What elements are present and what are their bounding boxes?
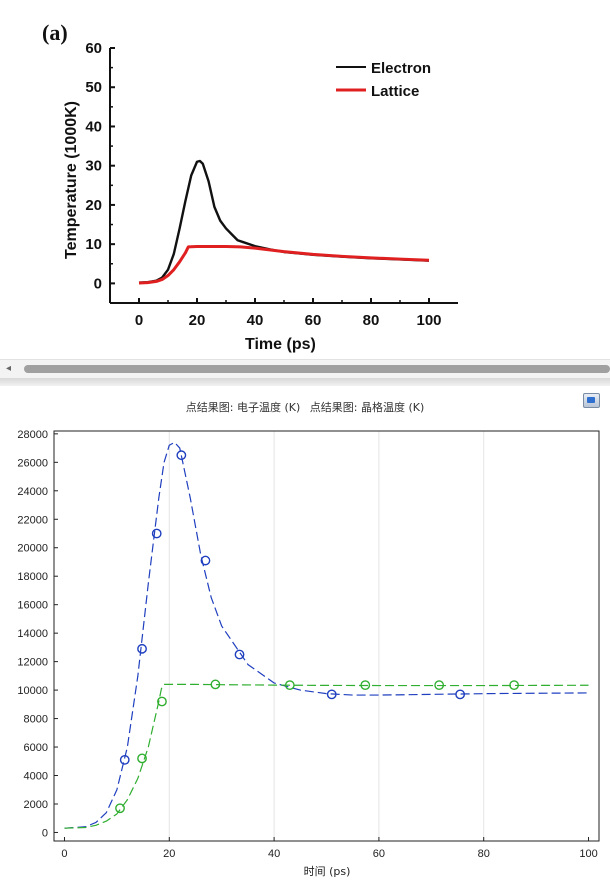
x-tick-label: 20 — [163, 848, 175, 860]
y-tick-label: 28000 — [17, 429, 48, 441]
x-tick-label: 0 — [61, 848, 67, 860]
y-tick-label: 4000 — [24, 771, 48, 783]
top-chart: (a) 0 10 20 30 40 50 60 0 20 40 60 80 100 Electron L… — [42, 20, 458, 353]
legend: Electron Lattice — [336, 60, 431, 100]
y-tick-label: 20000 — [17, 543, 48, 555]
y-tick-label: 10000 — [17, 685, 48, 697]
plot-frame — [53, 430, 600, 842]
horizontal-scrollbar[interactable]: ◂ — [0, 359, 610, 378]
series-lattice-marker — [360, 680, 371, 691]
series-lattice-marker — [115, 803, 125, 814]
series-lattice-marker — [137, 753, 147, 764]
y-tick-label: 0 — [94, 275, 102, 292]
x-tick-label: 60 — [305, 312, 322, 329]
x-tick-label: 40 — [247, 312, 264, 329]
x-axis-label: 时间 (ps) — [304, 865, 351, 878]
y-tick-label: 40 — [85, 118, 102, 135]
x-tick-label: 0 — [135, 312, 143, 329]
x-tick-label: 40 — [268, 848, 280, 860]
y-tick-label: 50 — [85, 79, 102, 96]
legend-label-electron: Electron — [371, 60, 431, 77]
series-electron-marker — [176, 450, 187, 461]
x-tick-label: 60 — [373, 848, 385, 860]
bottom-chart: 0 2000 4000 6000 8000 10000 12000 14000 16000 180… — [17, 429, 600, 878]
scroll-left-icon[interactable]: ◂ — [6, 363, 12, 374]
y-tick-label: 24000 — [17, 486, 48, 498]
series-electron-line — [64, 441, 589, 829]
x-tick-label: 80 — [363, 312, 380, 329]
y-tick-label: 2000 — [24, 799, 48, 811]
panel-label: (a) — [42, 20, 68, 45]
y-tick-label: 14000 — [17, 628, 48, 640]
series-lattice-marker — [284, 680, 295, 691]
series-electron-marker — [326, 689, 337, 700]
scrollbar-thumb[interactable] — [24, 365, 610, 373]
y-tick-label: 0 — [42, 827, 48, 839]
y-tick-label: 16000 — [17, 600, 48, 612]
y-tick-label: 20 — [85, 197, 102, 214]
series-electron-marker — [455, 689, 466, 700]
y-tick-label: 12000 — [17, 657, 48, 669]
legend-label-lattice: Lattice — [371, 83, 419, 100]
x-tick-label: 80 — [478, 848, 490, 860]
x-tick-label: 100 — [579, 848, 597, 860]
series-electron-marker — [234, 649, 245, 660]
bottom-chart-panel: 点结果图: 电子温度 (K) 点结果图: 晶格温度 (K) 0 2000 4000 6… — [0, 386, 610, 882]
series-lattice-marker — [509, 680, 520, 691]
y-tick-label: 26000 — [17, 457, 48, 469]
series-electron-marker — [137, 643, 147, 654]
y-tick-label: 60 — [85, 40, 102, 57]
plot-title: 点结果图: 电子温度 (K) 点结果图: 晶格温度 (K) — [0, 399, 610, 415]
series-lattice-marker — [157, 696, 167, 707]
y-tick-label: 18000 — [17, 571, 48, 583]
x-tick-label: 20 — [189, 312, 206, 329]
x-axis-label: Time (ps) — [245, 336, 316, 353]
series-electron-marker — [200, 555, 211, 566]
window-icon — [587, 397, 595, 403]
plot-title-lattice: 点结果图: 晶格温度 (K) — [309, 401, 425, 414]
y-tick-label: 22000 — [17, 514, 48, 526]
y-tick-label: 30 — [85, 158, 102, 175]
series-electron-marker — [119, 754, 130, 765]
y-tick-label: 8000 — [24, 714, 48, 726]
series-electron-line — [138, 159, 430, 284]
plot-title-electron: 点结果图: 电子温度 (K) — [185, 401, 301, 414]
x-tick-label: 100 — [416, 312, 441, 329]
series-lattice-marker — [434, 680, 445, 691]
series-electron-marker — [151, 528, 162, 539]
y-tick-label: 10 — [85, 236, 102, 253]
series-lattice-line — [64, 683, 589, 829]
series-lattice-line — [138, 245, 430, 285]
y-axis-label: Temperature (1000K) — [63, 101, 80, 259]
plot-window-button[interactable] — [583, 393, 600, 408]
series-lattice-marker — [210, 679, 221, 690]
y-tick-label: 6000 — [24, 742, 48, 754]
panel-divider[interactable] — [0, 378, 610, 386]
top-chart-panel: (a) 0 10 20 30 40 50 60 0 20 40 60 80 100 Electron L… — [0, 0, 610, 378]
